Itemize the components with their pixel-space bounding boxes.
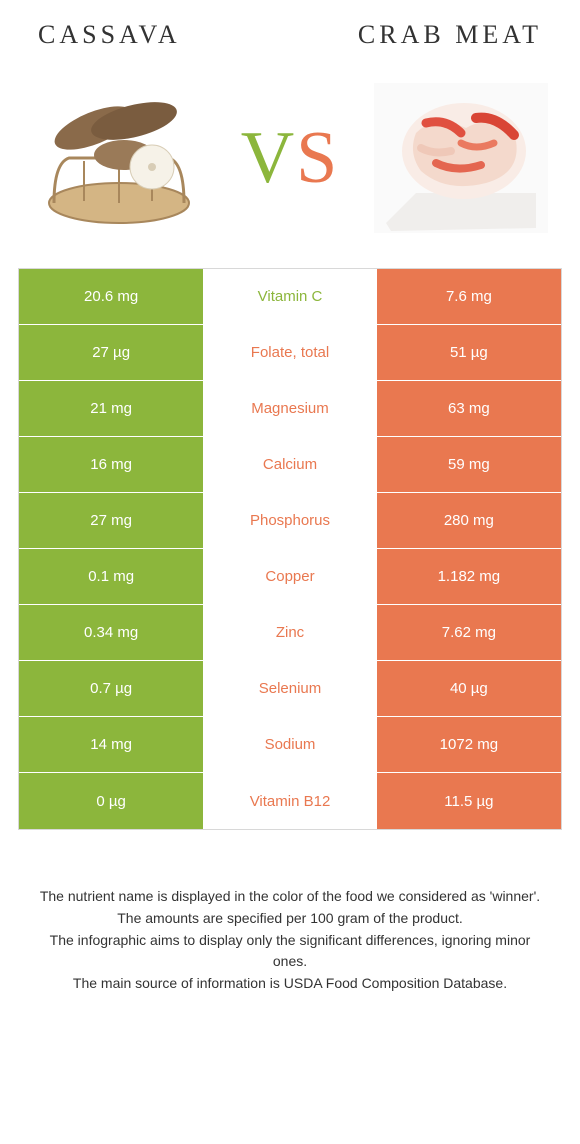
crab-meat-image (366, 73, 556, 243)
images-row: VS (18, 68, 562, 248)
nutrient-label-cell: Copper (203, 549, 376, 604)
left-value-cell: 16 mg (19, 437, 203, 492)
left-value-cell: 0.1 mg (19, 549, 203, 604)
table-row: 0.34 mgZinc7.62 mg (19, 605, 561, 661)
footer-line: The main source of information is USDA F… (32, 973, 548, 994)
vs-v-letter: V (241, 117, 296, 199)
vs-s-letter: S (296, 117, 339, 199)
nutrient-label-cell: Folate, total (203, 325, 376, 380)
right-value-cell: 59 mg (377, 437, 561, 492)
cassava-image (24, 73, 214, 243)
right-value-cell: 7.6 mg (377, 269, 561, 324)
table-row: 27 mgPhosphorus280 mg (19, 493, 561, 549)
nutrient-label-cell: Vitamin C (203, 269, 376, 324)
right-value-cell: 40 µg (377, 661, 561, 716)
table-row: 0 µgVitamin B1211.5 µg (19, 773, 561, 829)
table-row: 27 µgFolate, total51 µg (19, 325, 561, 381)
nutrient-label-cell: Selenium (203, 661, 376, 716)
left-value-cell: 27 mg (19, 493, 203, 548)
left-value-cell: 21 mg (19, 381, 203, 436)
nutrient-label-cell: Sodium (203, 717, 376, 772)
nutrient-label-cell: Magnesium (203, 381, 376, 436)
nutrient-label-cell: Vitamin B12 (203, 773, 376, 829)
nutrient-label-cell: Zinc (203, 605, 376, 660)
table-row: 0.7 µgSelenium40 µg (19, 661, 561, 717)
table-row: 20.6 mgVitamin C7.6 mg (19, 269, 561, 325)
header: Cassava Crab meat (18, 20, 562, 50)
left-value-cell: 0 µg (19, 773, 203, 829)
footer-line: The nutrient name is displayed in the co… (32, 886, 548, 907)
table-row: 16 mgCalcium59 mg (19, 437, 561, 493)
footer-line: The amounts are specified per 100 gram o… (32, 908, 548, 929)
right-value-cell: 51 µg (377, 325, 561, 380)
comparison-table: 20.6 mgVitamin C7.6 mg27 µgFolate, total… (18, 268, 562, 830)
left-value-cell: 20.6 mg (19, 269, 203, 324)
footer-line: The infographic aims to display only the… (32, 930, 548, 972)
right-value-cell: 11.5 µg (377, 773, 561, 829)
nutrient-label-cell: Calcium (203, 437, 376, 492)
right-value-cell: 280 mg (377, 493, 561, 548)
footer-notes: The nutrient name is displayed in the co… (18, 886, 562, 994)
right-value-cell: 1.182 mg (377, 549, 561, 604)
left-value-cell: 14 mg (19, 717, 203, 772)
left-value-cell: 0.7 µg (19, 661, 203, 716)
left-value-cell: 27 µg (19, 325, 203, 380)
vs-label: VS (241, 116, 340, 201)
table-row: 14 mgSodium1072 mg (19, 717, 561, 773)
right-value-cell: 7.62 mg (377, 605, 561, 660)
left-food-title: Cassava (38, 20, 181, 50)
right-value-cell: 1072 mg (377, 717, 561, 772)
left-value-cell: 0.34 mg (19, 605, 203, 660)
right-value-cell: 63 mg (377, 381, 561, 436)
right-food-title: Crab meat (358, 20, 542, 50)
table-row: 0.1 mgCopper1.182 mg (19, 549, 561, 605)
table-row: 21 mgMagnesium63 mg (19, 381, 561, 437)
nutrient-label-cell: Phosphorus (203, 493, 376, 548)
